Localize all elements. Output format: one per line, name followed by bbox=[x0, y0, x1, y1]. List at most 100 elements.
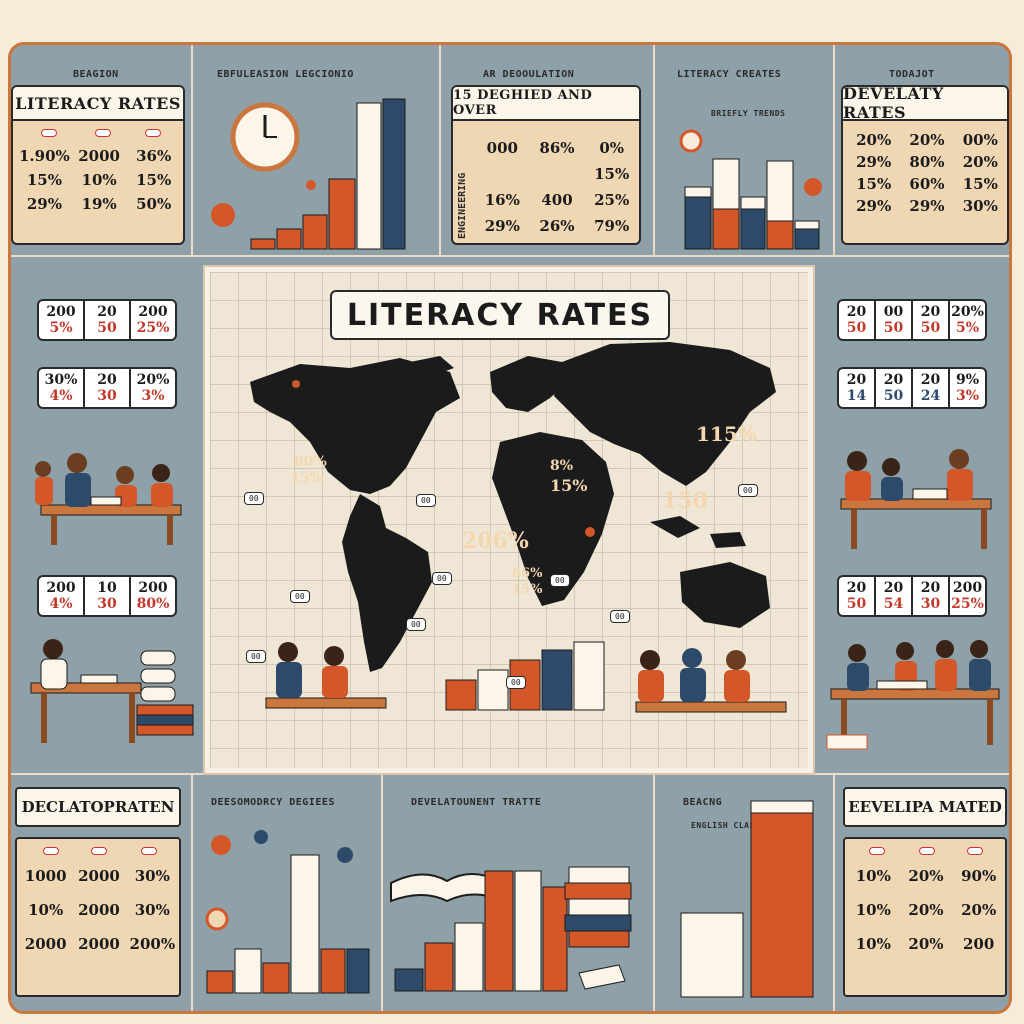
table-cell: 60% bbox=[909, 175, 945, 193]
bottom-left-title: DECLATOPRATEN bbox=[15, 787, 181, 827]
south-america-shape bbox=[342, 494, 432, 672]
table-cell: 36% bbox=[136, 147, 172, 165]
bar-illustration bbox=[205, 830, 370, 994]
card-value: 25% bbox=[951, 596, 984, 612]
top-col2-heading: EBFULEASION LEGCIONIO bbox=[217, 69, 354, 80]
card-value: 200 bbox=[952, 580, 983, 596]
card-value: 20 bbox=[846, 580, 867, 596]
table-cell: 200 bbox=[963, 935, 995, 953]
divider bbox=[833, 45, 835, 255]
top-right-heading: TODAJOT bbox=[889, 69, 935, 80]
cloud-icon bbox=[869, 847, 885, 855]
top-center-title: 15 DEGHIED AND OVER bbox=[453, 87, 639, 121]
right-stat-card: 20 50 20 54 20 30 200 25% bbox=[837, 575, 987, 617]
table-cell: 29% bbox=[856, 153, 892, 171]
card-value: 30 bbox=[97, 596, 117, 612]
students-reading-illustration bbox=[826, 640, 1000, 750]
card-value: 30% bbox=[44, 372, 78, 388]
bottom-right-table-bg: 10% 20% 90% 10% 20% 20% 10% 20% 200 bbox=[843, 837, 1007, 997]
cloud-icon bbox=[43, 847, 59, 855]
top-center-heading: AR DEOOULATION bbox=[483, 69, 575, 80]
bottom-col4-heading: BEACNG bbox=[683, 797, 723, 808]
student-desk-illustration bbox=[30, 639, 194, 743]
divider bbox=[653, 45, 655, 255]
table-cell: 400 bbox=[541, 191, 573, 209]
table-cell: 10% bbox=[855, 935, 891, 953]
card-value: 3% bbox=[141, 388, 165, 404]
table-cell: 30% bbox=[962, 197, 998, 215]
clock-bars-illustration bbox=[211, 98, 406, 250]
left-stat-card: 200 4% 10 30 200 80% bbox=[37, 575, 177, 617]
card-value: 50 bbox=[846, 596, 867, 612]
card-value: 20 bbox=[97, 372, 117, 388]
table-cell: 19% bbox=[81, 195, 117, 213]
top-left-table: 1.90% 2000 36% 15% 10% 15% 29% 19% 50% bbox=[19, 147, 179, 213]
table-cell: 20% bbox=[856, 131, 892, 149]
card-value: 00 bbox=[883, 304, 904, 320]
table-cell: 10% bbox=[81, 171, 117, 189]
card-value: 20 bbox=[97, 304, 117, 320]
divider-top bbox=[11, 255, 1009, 257]
table-cell: 1000 bbox=[24, 867, 67, 885]
asia-shape bbox=[554, 342, 776, 486]
top-left-title: LITERACY RATES bbox=[13, 87, 183, 121]
table-cell: 90% bbox=[961, 867, 997, 885]
table-cell: 20% bbox=[908, 867, 944, 885]
map-label-north-america: 15% bbox=[290, 470, 323, 486]
card-value: 20 bbox=[883, 372, 904, 388]
cloud-icon bbox=[41, 129, 57, 137]
card-value: 20 bbox=[883, 580, 904, 596]
cloud-icon bbox=[967, 847, 983, 855]
map-label-middle-east: 15% bbox=[550, 476, 588, 495]
cloud-icon bbox=[919, 847, 935, 855]
card-value: 200 bbox=[46, 304, 76, 320]
europe-shape bbox=[490, 356, 570, 412]
table-cell: 20% bbox=[909, 131, 945, 149]
map-label-africa: 206% bbox=[462, 528, 529, 554]
card-value: 50 bbox=[883, 388, 904, 404]
card-value: 20 bbox=[846, 304, 867, 320]
cloud-icon bbox=[141, 847, 157, 855]
students-reading-illustration bbox=[840, 449, 992, 549]
table-cell: 200% bbox=[129, 935, 176, 953]
table-cell bbox=[532, 165, 583, 183]
card-value: 200 bbox=[46, 580, 76, 596]
speech-bubble: 00 bbox=[610, 610, 630, 623]
table-cell: 15% bbox=[136, 171, 172, 189]
card-value: 24 bbox=[920, 388, 941, 404]
table-cell: 80% bbox=[909, 153, 945, 171]
table-cell: 2000 bbox=[78, 867, 120, 885]
table-cell: 10% bbox=[28, 901, 64, 919]
top-center-table: 000 86% 0% 15% 16% 400 25% 29% 26% 79% bbox=[477, 139, 637, 235]
divider bbox=[191, 773, 193, 1011]
speech-bubble: 00 bbox=[290, 590, 310, 603]
bottom-col2-heading: DEESOMODRCY DEGIEES bbox=[211, 797, 335, 808]
books-bars-illustration bbox=[390, 866, 632, 992]
speech-bubble: 00 bbox=[244, 492, 264, 505]
bottom-left-table: 1000 2000 30% 10% 2000 30% 2000 2000 200… bbox=[21, 867, 177, 953]
card-value: 20 bbox=[920, 580, 941, 596]
bottom-right-title: EEVELIPA MATED bbox=[843, 787, 1007, 827]
speech-bubble: 00 bbox=[506, 676, 526, 689]
card-value: 50 bbox=[883, 320, 904, 336]
card-value: 5% bbox=[955, 320, 980, 336]
table-cell: 2000 bbox=[78, 901, 120, 919]
top-right-panel: DEVELATY RATES 20% 20% 00% 29% 80% 20% 1… bbox=[841, 84, 1009, 245]
table-cell: 2000 bbox=[78, 935, 120, 953]
card-value: 10 bbox=[97, 580, 117, 596]
students-reading-illustration bbox=[35, 453, 182, 545]
map-label-north-america: 80% bbox=[294, 454, 327, 470]
card-value: 20% bbox=[136, 372, 170, 388]
divider-bottom bbox=[11, 773, 1009, 775]
table-cell: 15% bbox=[856, 175, 892, 193]
table-cell: 26% bbox=[539, 217, 575, 235]
speech-bubble: 00 bbox=[416, 494, 436, 507]
card-value: 20 bbox=[846, 372, 867, 388]
table-cell: 29% bbox=[909, 197, 945, 215]
table-cell: 86% bbox=[539, 139, 575, 157]
card-value: 4% bbox=[49, 596, 73, 612]
top-center-side-label: ENGINEERING bbox=[457, 172, 468, 239]
table-cell: 30% bbox=[134, 901, 170, 919]
card-value: 50 bbox=[846, 320, 867, 336]
table-cell: 29% bbox=[856, 197, 892, 215]
